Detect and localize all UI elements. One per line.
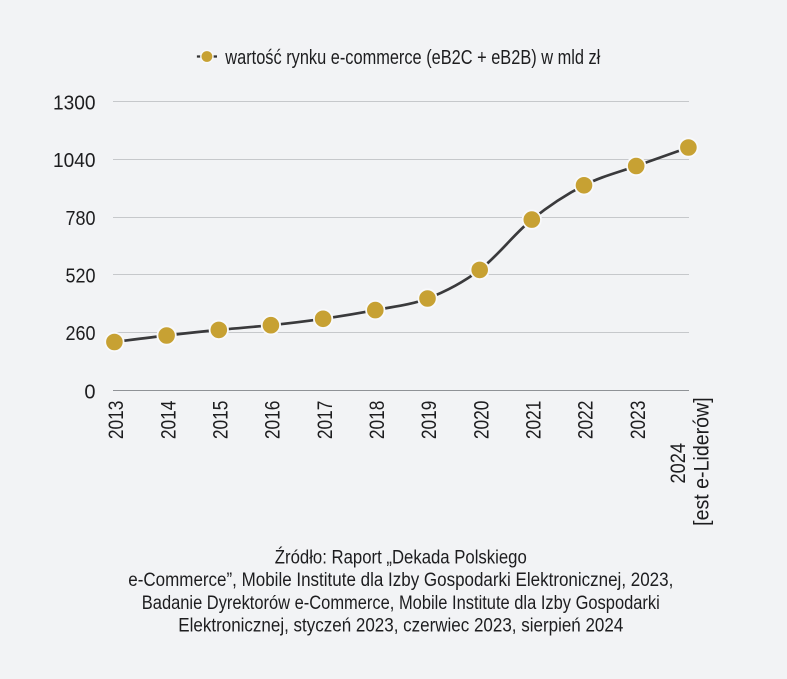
svg-text:2016: 2016 (262, 401, 285, 440)
svg-text:2014: 2014 (157, 400, 180, 439)
svg-text:2021: 2021 (523, 401, 546, 440)
svg-text:2015: 2015 (210, 401, 233, 440)
svg-text:1300: 1300 (53, 92, 96, 114)
svg-text:2024: 2024 (667, 443, 690, 484)
svg-text:0: 0 (84, 381, 95, 403)
svg-text:2018: 2018 (366, 401, 389, 440)
svg-text:2022: 2022 (575, 401, 598, 440)
svg-text:Źródło: Raport „Dekada Polskie: Źródło: Raport „Dekada Polskiego (275, 548, 527, 569)
svg-text:Elektronicznej, styczeń 2023,: Elektronicznej, styczeń 2023, czerwiec 2… (178, 616, 623, 637)
svg-text:wartość rynku e-commerce (eB2C: wartość rynku e-commerce (eB2C + eB2B) w… (224, 47, 600, 69)
svg-text:2023: 2023 (627, 401, 650, 440)
svg-text:260: 260 (66, 323, 96, 345)
svg-text:2013: 2013 (105, 401, 128, 440)
svg-text:1040: 1040 (53, 150, 96, 172)
svg-text:e-Commerce”, Mobile Institute: e-Commerce”, Mobile Institute dla Izby G… (128, 570, 673, 591)
svg-text:2020: 2020 (470, 401, 493, 440)
svg-text:780: 780 (66, 208, 96, 230)
svg-text:520: 520 (66, 266, 96, 288)
svg-text:2019: 2019 (418, 401, 441, 440)
svg-text:Badanie Dyrektorów e-Commerce,: Badanie Dyrektorów e-Commerce, Mobile In… (142, 593, 660, 614)
svg-text:2017: 2017 (314, 401, 337, 440)
svg-text:[est e-Liderów]: [est e-Liderów] (691, 397, 714, 525)
